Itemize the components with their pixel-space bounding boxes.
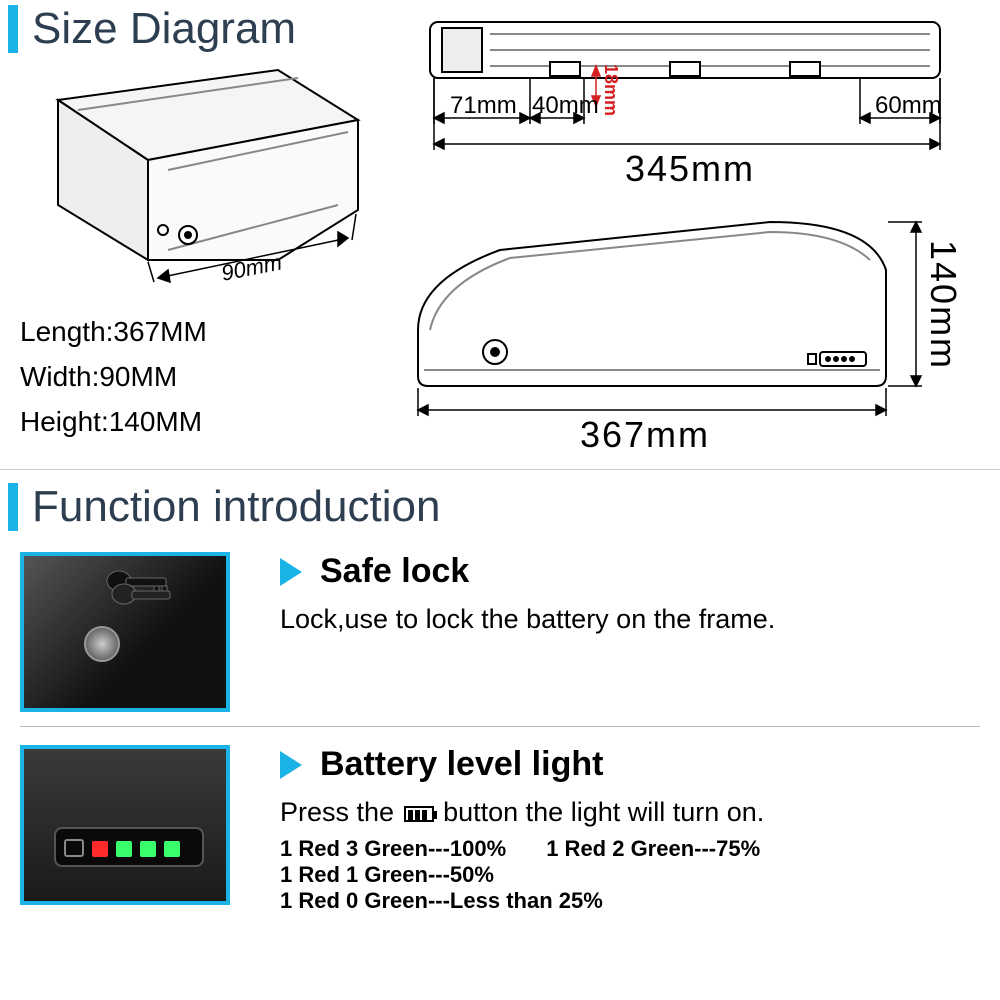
size-diagram-title: Size Diagram	[32, 4, 296, 54]
sideview-dim-height: 140mm	[922, 240, 964, 370]
feature-safe-lock: Safe lock Lock,use to lock the battery o…	[0, 536, 1000, 720]
battery-top-view: 71mm 40mm 60mm 18mm 345mm	[420, 14, 960, 194]
battery-side-view: 367mm 140mm	[400, 210, 960, 460]
battery-level-title: Battery level light	[320, 745, 603, 784]
size-diagram-section: Size Diagram	[0, 0, 1000, 470]
feature-battery-level: Battery level light Press the button the…	[0, 729, 1000, 922]
led-green-icon	[140, 841, 156, 857]
lock-cylinder-icon	[84, 626, 120, 662]
function-intro-title: Function introduction	[32, 482, 440, 532]
safe-lock-text: Safe lock Lock,use to lock the battery o…	[230, 552, 980, 639]
key-icon	[104, 566, 174, 616]
topview-dim-40: 40mm	[532, 92, 599, 120]
level-100: 1 Red 3 Green---100%	[280, 836, 506, 862]
battery-level-list: 1 Red 3 Green---100% 1 Red 2 Green---75%…	[280, 836, 980, 914]
topview-dim-71: 71mm	[450, 92, 517, 120]
function-intro-header: Function introduction	[0, 478, 1000, 536]
led-green-icon	[116, 841, 132, 857]
level-25: 1 Red 0 Green---Less than 25%	[280, 888, 980, 914]
battery-icon	[404, 806, 434, 822]
battery-level-desc: Press the button the light will turn on.	[280, 794, 980, 832]
led-red-icon	[92, 841, 108, 857]
function-intro-section: Function introduction Safe lock	[0, 470, 1000, 922]
spec-length: Length:367MM	[20, 310, 207, 355]
level-button-icon	[64, 839, 84, 857]
header-accent-bar	[8, 483, 18, 531]
header-accent-bar	[8, 5, 18, 53]
led-green-icon	[164, 841, 180, 857]
level-75: 1 Red 2 Green---75%	[546, 836, 760, 862]
battery-level-image	[20, 745, 230, 905]
topview-dim-18: 18mm	[600, 64, 621, 116]
spec-height: Height:140MM	[20, 400, 207, 445]
feature-divider	[20, 726, 980, 727]
spec-list: Length:367MM Width:90MM Height:140MM	[20, 310, 207, 444]
battery-level-text: Battery level light Press the button the…	[230, 745, 980, 914]
triangle-bullet-icon	[280, 558, 302, 586]
battery-perspective-view: 90mm	[18, 60, 383, 300]
safe-lock-image	[20, 552, 230, 712]
level-50: 1 Red 1 Green---50%	[280, 862, 980, 888]
spec-width: Width:90MM	[20, 355, 207, 400]
triangle-bullet-icon	[280, 751, 302, 779]
topview-dim-total: 345mm	[420, 148, 960, 190]
safe-lock-title: Safe lock	[320, 552, 469, 591]
topview-dim-60: 60mm	[875, 92, 942, 120]
safe-lock-desc: Lock,use to lock the battery on the fram…	[280, 601, 980, 639]
sideview-dim-length: 367mm	[400, 414, 890, 456]
